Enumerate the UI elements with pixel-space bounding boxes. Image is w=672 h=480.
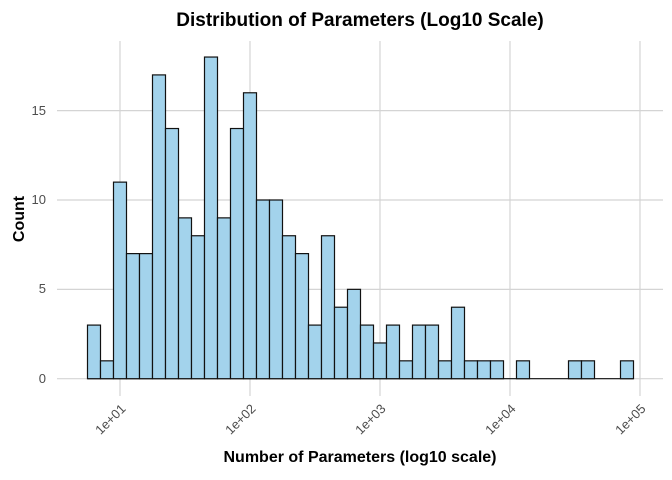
histogram-bar	[255, 199, 271, 380]
histogram-bar	[476, 360, 492, 380]
histogram-bar	[398, 360, 414, 380]
histogram-bar	[333, 306, 349, 380]
histogram-bar	[385, 324, 401, 380]
histogram-bar	[164, 127, 180, 380]
histogram-bar	[151, 74, 167, 380]
histogram-bar	[242, 92, 258, 380]
histogram-bar	[437, 360, 453, 380]
histogram-bar	[99, 360, 115, 380]
y-tick-label: 15	[31, 102, 46, 118]
histogram-bar	[112, 181, 128, 380]
histogram-bar	[515, 360, 531, 380]
histogram-bar	[450, 306, 466, 380]
histogram-bar	[307, 324, 323, 380]
x-axis-title: Number of Parameters (log10 scale)	[223, 449, 497, 466]
y-tick-label: 5	[38, 281, 46, 297]
histogram-bar	[424, 324, 440, 380]
histogram-bar	[463, 360, 479, 380]
y-tick-label: 10	[31, 192, 46, 207]
histogram-bar	[229, 127, 245, 380]
histogram-bar	[86, 324, 102, 380]
chart-title: Distribution of Parameters (Log10 Scale)	[176, 10, 544, 31]
histogram-bar	[125, 253, 141, 380]
y-tick-label: 0	[38, 370, 46, 386]
histogram-bar	[294, 253, 310, 380]
histogram-bar	[268, 199, 284, 380]
histogram-bar	[203, 56, 219, 380]
histogram-bar	[567, 360, 583, 380]
histogram-bar	[359, 324, 375, 380]
histogram-bar	[489, 360, 505, 380]
histogram-bar	[346, 288, 362, 380]
histogram-bar	[281, 235, 297, 380]
histogram-bar	[619, 360, 635, 380]
histogram-bar	[320, 235, 336, 380]
histogram-bar	[138, 253, 154, 380]
histogram-bar	[580, 360, 596, 380]
histogram-bar	[372, 342, 388, 380]
histogram-bar	[216, 217, 232, 380]
histogram-bar	[190, 235, 206, 380]
histogram-bar	[411, 324, 427, 380]
histogram-bar	[177, 217, 193, 380]
